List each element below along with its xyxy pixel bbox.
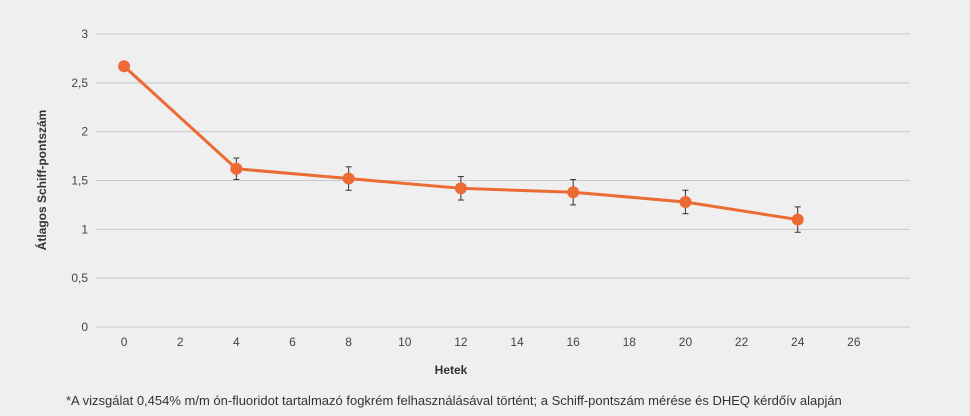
data-point bbox=[118, 60, 131, 73]
error-bars bbox=[233, 157, 801, 233]
x-tick-label: 12 bbox=[454, 335, 468, 349]
x-tick-label: 16 bbox=[566, 335, 580, 349]
y-tick-label: 1 bbox=[81, 222, 88, 236]
y-tick-label: 2 bbox=[81, 125, 88, 139]
data-point bbox=[679, 195, 692, 208]
y-tick-label: 0,5 bbox=[71, 271, 88, 285]
x-tick-label: 14 bbox=[510, 335, 524, 349]
x-tick-label: 26 bbox=[847, 335, 861, 349]
x-tick-labels: 0 2 4 6 8 10 12 14 16 18 20 22 24 26 bbox=[121, 335, 861, 349]
x-tick-label: 4 bbox=[233, 335, 240, 349]
y-tick-label: 0 bbox=[81, 320, 88, 334]
x-tick-label: 8 bbox=[345, 335, 352, 349]
data-point bbox=[454, 182, 467, 195]
y-tick-label: 1,5 bbox=[71, 174, 88, 188]
x-tick-label: 18 bbox=[623, 335, 637, 349]
data-point bbox=[567, 186, 580, 199]
data-point bbox=[230, 162, 243, 175]
y-tick-label: 2,5 bbox=[71, 76, 88, 90]
footnote: *A vizsgálat 0,454% m/m ón-fluoridot tar… bbox=[66, 393, 842, 408]
y-tick-label: 3 bbox=[81, 27, 88, 41]
x-axis-title: Hetek bbox=[435, 363, 468, 377]
data-points bbox=[118, 60, 804, 226]
chart: 00,511,522,53 0 2 4 6 8 10 12 14 16 18 20 22 24 26 He… bbox=[34, 27, 910, 377]
y-tick-labels: 0 0,5 1 1,5 2 2,5 3 bbox=[71, 27, 88, 334]
x-tick-label: 10 bbox=[398, 335, 412, 349]
data-point bbox=[791, 213, 804, 226]
data-point bbox=[342, 172, 355, 185]
x-tick-label: 24 bbox=[791, 335, 805, 349]
x-tick-label: 22 bbox=[735, 335, 749, 349]
x-tick-label: 0 bbox=[121, 335, 128, 349]
x-tick-label: 2 bbox=[177, 335, 184, 349]
grid-lines bbox=[96, 33, 910, 328]
y-axis-title: Átlagos Schiff-pontszám bbox=[34, 110, 49, 251]
x-tick-label: 6 bbox=[289, 335, 296, 349]
x-tick-label: 20 bbox=[679, 335, 693, 349]
